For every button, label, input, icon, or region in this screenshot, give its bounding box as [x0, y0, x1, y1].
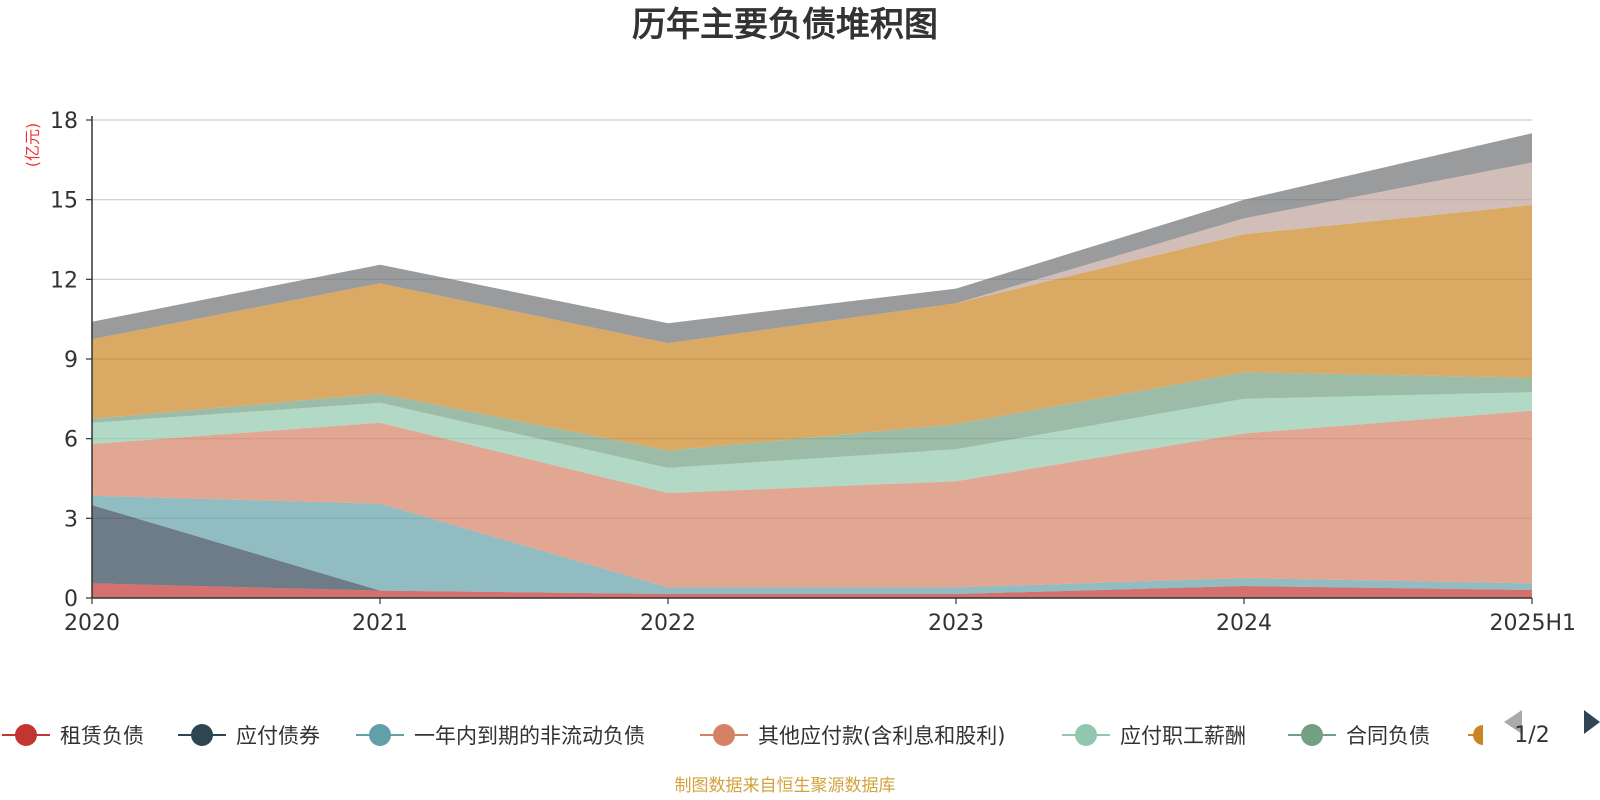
legend-item-3[interactable]: 其他应付款(含利息和股利) [700, 724, 1005, 748]
legend-item-truncated[interactable] [1468, 725, 1483, 745]
x-tick-label: 2024 [1216, 611, 1272, 636]
legend-label: 其他应付款(含利息和股利) [758, 724, 1005, 748]
legend-prev-page-icon[interactable] [1504, 710, 1522, 734]
axes: 0 3 6 9 12 15 18 2020 2021 2022 2023 2024 2025H1 [50, 109, 1576, 636]
area-series-2[interactable] [92, 495, 1532, 594]
y-tick-label: 18 [50, 109, 78, 134]
y-tick-label: 12 [50, 268, 78, 293]
area-series-3[interactable] [92, 410, 1532, 588]
x-tick-label: 2020 [64, 611, 120, 636]
legend-marker-icon [713, 724, 735, 746]
legend-marker-icon [15, 724, 37, 746]
area-series-6[interactable] [92, 205, 1532, 451]
legend-label: 租赁负债 [60, 724, 144, 748]
chart-title: 历年主要负债堆积图 [632, 5, 938, 45]
legend-marker-icon [1473, 725, 1483, 745]
legend-page-indicator: 1/2 [1514, 723, 1549, 748]
y-axis-unit: (亿元) [23, 123, 42, 168]
legend-item-5[interactable]: 合同负债 [1288, 724, 1430, 748]
legend-marker-icon [191, 724, 213, 746]
area-series-1[interactable] [92, 505, 1532, 594]
source-note: 制图数据来自恒生聚源数据库 [675, 776, 896, 796]
y-tick-label: 0 [64, 587, 78, 612]
x-tick-label: 2025H1 [1489, 611, 1576, 636]
area-series-group [92, 133, 1532, 598]
legend-label: 一年内到期的非流动负债 [414, 724, 645, 748]
legend-item-0[interactable]: 租赁负债 [2, 724, 144, 748]
legend-next-page-icon[interactable] [1584, 710, 1600, 734]
y-tick-label: 15 [50, 189, 78, 214]
y-tick-label: 3 [64, 507, 78, 532]
x-tick-label: 2022 [640, 611, 696, 636]
y-tick-label: 9 [64, 348, 78, 373]
legend-label: 应付债券 [236, 724, 320, 748]
legend-item-1[interactable]: 应付债券 [178, 724, 320, 748]
y-tick-label: 6 [64, 428, 78, 453]
legend-marker-icon [369, 724, 391, 746]
legend-marker-icon [1301, 724, 1323, 746]
legend: 租赁负债 应付债券 一年内到期的非流动负债 其他应付款(含利息和股利) 应付职工薪酬 合同… [2, 724, 1483, 748]
x-tick-label: 2023 [928, 611, 984, 636]
legend-item-2[interactable]: 一年内到期的非流动负债 [356, 724, 645, 748]
legend-label: 合同负债 [1346, 724, 1430, 748]
area-series-5[interactable] [92, 372, 1532, 468]
area-series-8[interactable] [92, 133, 1532, 344]
legend-marker-icon [1075, 724, 1097, 746]
legend-item-4[interactable]: 应付职工薪酬 [1062, 724, 1246, 748]
area-series-4[interactable] [92, 392, 1532, 494]
x-tick-label: 2021 [352, 611, 408, 636]
area-series-0[interactable] [92, 583, 1532, 598]
legend-label: 应付职工薪酬 [1120, 724, 1246, 748]
